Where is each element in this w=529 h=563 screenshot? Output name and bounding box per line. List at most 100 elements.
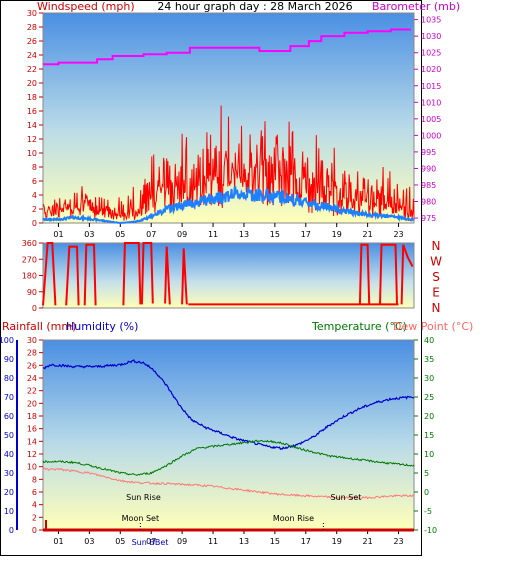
sun-bbet-marker: Sun BBet	[132, 538, 169, 547]
event-label: Sun Set	[331, 493, 362, 502]
rainfall-axis-label: Rainfall (mm)	[2, 320, 76, 333]
humidity-tick-label: 40	[4, 450, 14, 459]
wind-tick-label: 10	[27, 149, 37, 158]
hour-tick-label: 23	[393, 537, 403, 546]
hour-tick-label: 19	[332, 537, 342, 546]
humidity-tick-label: 30	[4, 469, 14, 478]
direction-segment	[164, 246, 171, 305]
humidity-tick-label: 0	[9, 526, 14, 535]
direction-segment	[42, 242, 57, 306]
hour-tick-label: 19	[332, 230, 342, 239]
rain-tick-label: 18	[27, 412, 37, 421]
temperature-tick-label: 0	[424, 488, 429, 497]
compass-letter: E	[432, 286, 440, 300]
baro-tick-label: 990	[421, 164, 436, 173]
compass-letter: W	[430, 255, 442, 269]
direction-tick-label: 180	[22, 272, 37, 281]
temperature-tick-label: 10	[424, 450, 434, 459]
temperature-tick-label: 40	[424, 336, 434, 345]
rain-tick-label: 30	[27, 336, 37, 345]
rain-tick-label: 24	[27, 374, 37, 383]
direction-segment	[83, 243, 97, 306]
temperature-axes: 0102030405060708090100024681012141618202…	[0, 336, 437, 546]
temperature-line	[42, 439, 415, 476]
rain-tick-label: 22	[27, 387, 37, 396]
hour-tick-label: 11	[208, 537, 218, 546]
direction-segment	[379, 243, 398, 305]
hour-tick-label: 15	[270, 230, 280, 239]
direction-tick-label: 90	[27, 288, 37, 297]
wind-tick-label: 8	[32, 163, 37, 172]
temperature-tick-label: -10	[424, 526, 437, 535]
humidity-tick-label: 20	[4, 488, 14, 497]
hour-tick-label: 21	[363, 230, 373, 239]
direction-axes: 0 90 180 270 360	[22, 239, 43, 313]
baro-tick-label: 1015	[421, 82, 441, 91]
hour-tick-label: 01	[53, 230, 63, 239]
wind-tick-label: 16	[27, 107, 37, 116]
hour-tick-label: 11	[208, 230, 218, 239]
rain-tick-label: 8	[32, 475, 37, 484]
graph-title: 24 hour graph day : 28 March 2026	[157, 0, 352, 13]
wind-tick-label: 20	[27, 79, 37, 88]
direction-tick-label: 0	[32, 304, 37, 313]
hour-tick-label: 21	[363, 537, 373, 546]
direction-tick-label: 270	[22, 255, 37, 264]
compass-letter: S	[432, 270, 440, 284]
event-label: Sun Rise	[126, 493, 161, 502]
event-label: Moon Rise	[273, 514, 314, 523]
compass-letter: N	[432, 301, 441, 315]
direction-tick-label: 360	[22, 239, 37, 248]
hour-tick-label: 03	[84, 230, 94, 239]
baro-tick-label: 1005	[421, 115, 441, 124]
wind-tick-label: 24	[27, 51, 37, 60]
humidity-tick-label: 60	[4, 412, 14, 421]
hour-tick-label: 07	[146, 230, 156, 239]
barometer-axis-label: Barometer (mb)	[372, 0, 460, 13]
temperature-tick-label: -5	[424, 507, 432, 516]
wind-tick-label: 12	[27, 135, 37, 144]
baro-tick-label: 1030	[421, 32, 441, 41]
wind-average-line	[42, 186, 415, 225]
direction-segment	[65, 245, 80, 306]
direction-panel	[42, 242, 415, 309]
event-label: Moon Set	[122, 514, 159, 523]
wind-tick-label: 2	[32, 205, 37, 214]
rain-tick-label: 2	[32, 513, 37, 522]
direction-segment	[122, 242, 142, 306]
hour-tick-label: 05	[115, 537, 125, 546]
rain-tick-label: 0	[32, 526, 37, 535]
baro-tick-label: 985	[421, 181, 436, 190]
humidity-tick-label: 90	[4, 355, 14, 364]
rain-tick-label: 6	[32, 488, 37, 497]
baro-tick-label: 1025	[421, 49, 441, 58]
temperature-tick-label: 20	[424, 412, 434, 421]
hour-tick-label: 09	[177, 537, 187, 546]
baro-tick-label: 1010	[421, 98, 441, 107]
dewpoint-line	[42, 467, 415, 500]
temperature-tick-label: 15	[424, 431, 434, 440]
rain-tick-label: 12	[27, 450, 37, 459]
temperature-tick-label: 25	[424, 393, 434, 402]
temperature-series	[42, 359, 415, 532]
baro-tick-label: 1000	[421, 131, 441, 140]
hour-tick-label: 09	[177, 230, 187, 239]
hour-tick-label: 07	[146, 537, 156, 546]
rain-tick-label: 28	[27, 349, 37, 358]
hour-tick-label: 03	[84, 537, 94, 546]
rain-tick-label: 16	[27, 425, 37, 434]
humidity-tick-label: 10	[4, 507, 14, 516]
rain-tick-label: 4	[32, 501, 37, 510]
astronomy-events: Sun Rise Sun Set Moon Set Moon Rise	[122, 493, 362, 530]
humidity-tick-label: 80	[4, 374, 14, 383]
rain-tick-label: 20	[27, 399, 37, 408]
wind-axes: 0246810121416182022242628309759809859909…	[27, 9, 442, 239]
hour-tick-label: 05	[115, 230, 125, 239]
wind-tick-label: 14	[27, 121, 37, 130]
temperature-tick-label: 30	[424, 374, 434, 383]
compass-letter: N	[432, 239, 441, 253]
rain-tick-label: 10	[27, 463, 37, 472]
hour-tick-label: 13	[239, 537, 249, 546]
humidity-tick-label: 70	[4, 393, 14, 402]
